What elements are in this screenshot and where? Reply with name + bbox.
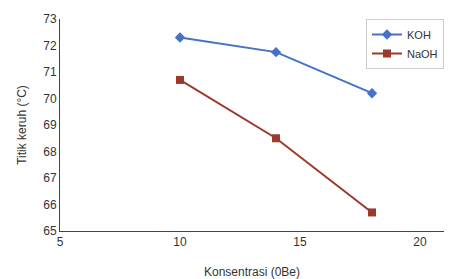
svg-text:NaOH: NaOH <box>407 48 438 60</box>
svg-text:67: 67 <box>43 171 57 185</box>
svg-text:68: 68 <box>43 145 57 159</box>
svg-text:71: 71 <box>43 65 57 79</box>
svg-text:5: 5 <box>57 235 64 249</box>
svg-text:Konsentrasi (0Be): Konsentrasi (0Be) <box>204 265 300 279</box>
svg-text:72: 72 <box>43 39 57 53</box>
svg-text:66: 66 <box>43 198 57 212</box>
svg-text:65: 65 <box>43 224 57 238</box>
svg-text:69: 69 <box>43 118 57 132</box>
svg-text:70: 70 <box>43 92 57 106</box>
svg-text:10: 10 <box>173 235 187 249</box>
svg-text:20: 20 <box>413 235 427 249</box>
svg-text:Titik keruh (°C): Titik keruh (°C) <box>15 85 29 165</box>
svg-text:KOH: KOH <box>407 29 431 41</box>
svg-text:15: 15 <box>293 235 307 249</box>
svg-text:73: 73 <box>43 12 57 26</box>
